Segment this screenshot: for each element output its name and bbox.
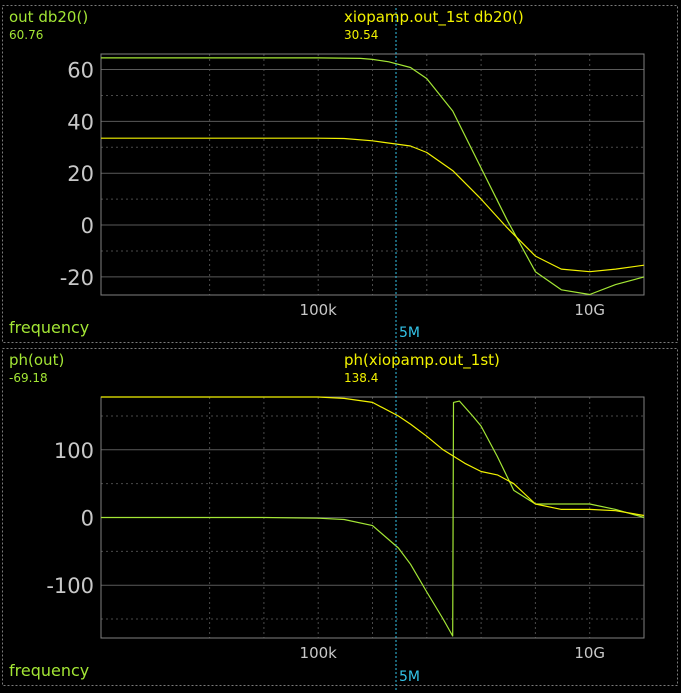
legend-ph-out1st[interactable]: ph(xiopamp.out_1st)	[344, 351, 500, 370]
y-tick-label: -20	[60, 266, 94, 290]
readout-ph-out1st: 138.4	[344, 371, 378, 385]
series-line-0[interactable]	[101, 400, 645, 637]
x-tick-label: 100k	[300, 644, 338, 662]
xlabel-top: frequency	[9, 318, 89, 337]
series-line-1[interactable]	[101, 396, 645, 517]
phase-plot[interactable]: -100 0 100 100k 10G	[46, 396, 645, 662]
y-tick-label: 0	[81, 507, 94, 531]
x-tick-label: 100k	[300, 301, 338, 319]
y-tick-label: -100	[46, 574, 94, 598]
cursor-label-bottom: 5M	[399, 669, 420, 685]
series-line-1[interactable]	[101, 137, 645, 273]
bottom-panel-border	[2, 348, 678, 686]
y-tick-label: 0	[81, 214, 94, 238]
legend-ph-out[interactable]: ph(out)	[9, 351, 64, 369]
x-tick-label: 10G	[574, 644, 605, 662]
legend-out-db20[interactable]: out db20()	[9, 8, 88, 26]
cursor-label-top: 5M	[399, 325, 420, 341]
series-line-0[interactable]	[101, 57, 645, 296]
y-tick-label: 60	[67, 59, 94, 83]
readout-out1st-db20: 30.54	[344, 28, 378, 42]
readout-out-db20: 60.76	[9, 28, 43, 42]
y-tick-label: 100	[54, 439, 94, 463]
magnitude-plot-frame	[100, 53, 645, 296]
y-tick-label: 20	[67, 162, 94, 186]
top-panel-border	[2, 5, 678, 343]
y-tick-label: 40	[67, 110, 94, 134]
x-tick-label: 10G	[574, 301, 605, 319]
magnitude-plot[interactable]: -20 0 20 40 60 100k 10G	[60, 53, 645, 319]
legend-out1st-db20[interactable]: xiopamp.out_1st db20()	[344, 8, 524, 27]
readout-ph-out: -69.18	[9, 371, 48, 385]
xlabel-bottom: frequency	[9, 661, 89, 680]
